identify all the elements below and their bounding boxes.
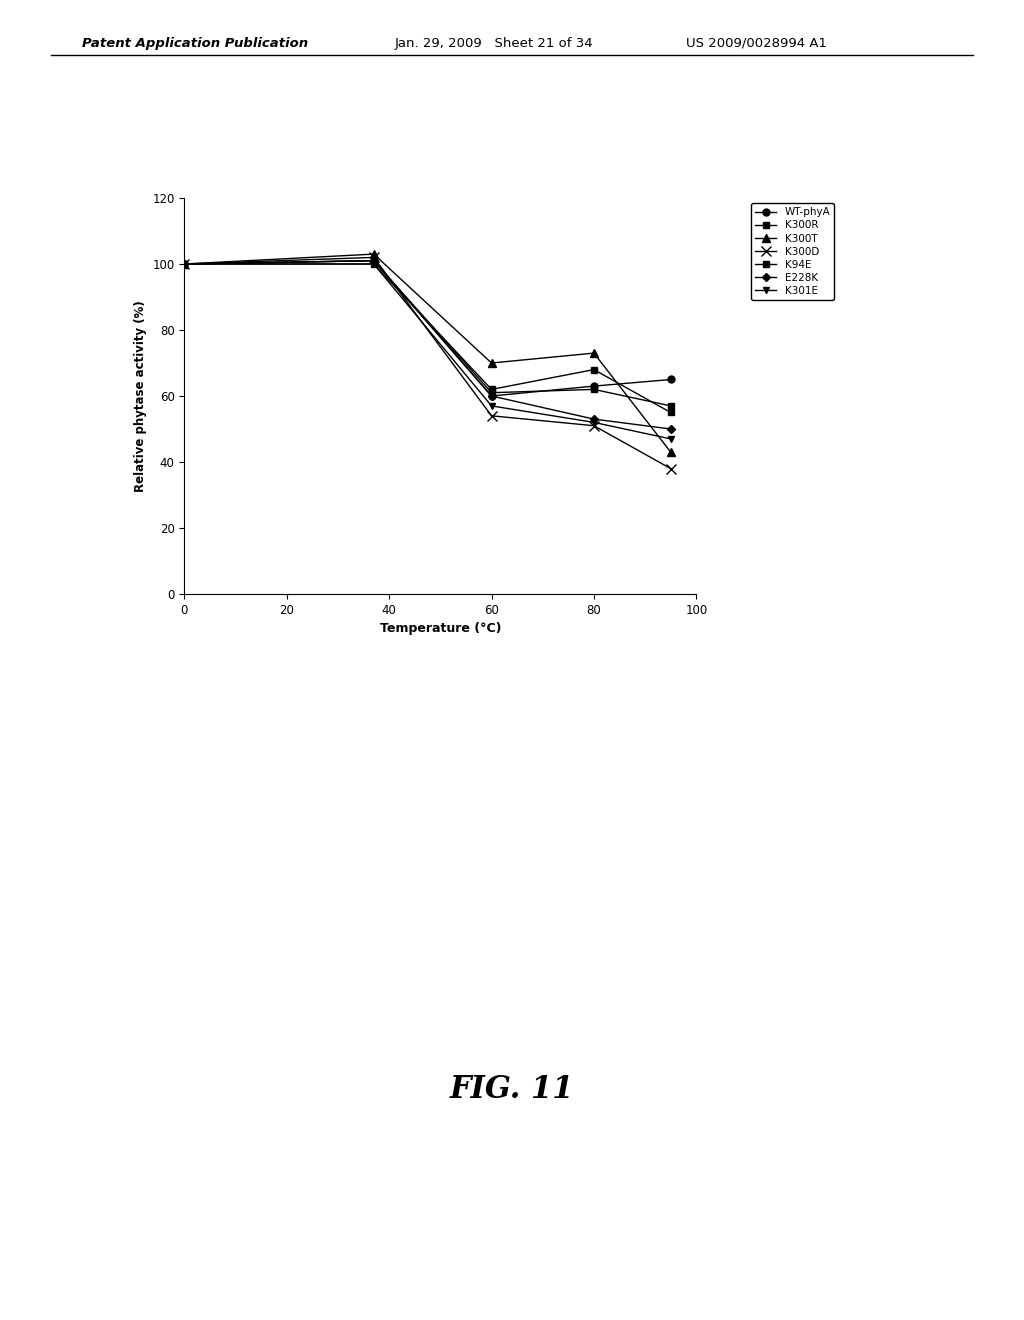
Line: K300T: K300T [180,249,675,457]
Text: US 2009/0028994 A1: US 2009/0028994 A1 [686,37,827,50]
K301E [178,256,190,272]
Text: FIG. 11: FIG. 11 [450,1073,574,1105]
K300T [665,444,677,459]
K300R [485,384,498,400]
E228K [368,252,380,268]
E228K [588,411,600,426]
K300T [368,246,380,261]
K94E [368,256,380,272]
K301E [485,397,498,413]
WT-phyA [368,252,380,268]
Text: Patent Application Publication: Patent Application Publication [82,37,308,50]
E228K [178,256,190,272]
K300T [485,355,498,371]
K300R [588,381,600,397]
X-axis label: Temperature (°C): Temperature (°C) [380,622,501,635]
WT-phyA [178,256,190,272]
K300T [178,256,190,272]
WT-phyA [588,378,600,393]
K94E [588,362,600,378]
K300D [665,461,677,477]
K300D [368,249,380,265]
K94E [665,404,677,420]
K300D [588,417,600,433]
Text: Jan. 29, 2009   Sheet 21 of 34: Jan. 29, 2009 Sheet 21 of 34 [394,37,593,50]
Y-axis label: Relative phytase activity (%): Relative phytase activity (%) [134,300,146,492]
Line: K301E: K301E [181,260,674,442]
K300R [665,397,677,413]
K94E [485,381,498,397]
K301E [368,256,380,272]
E228K [665,421,677,437]
K300D [485,408,498,424]
Line: WT-phyA: WT-phyA [181,257,674,400]
Line: K300R: K300R [181,257,674,409]
Legend: WT-phyA, K300R, K300T, K300D, K94E, E228K, K301E: WT-phyA, K300R, K300T, K300D, K94E, E228… [752,203,835,300]
K300R [368,252,380,268]
K300T [588,345,600,360]
Line: E228K: E228K [181,257,674,432]
Line: K300D: K300D [179,252,676,474]
E228K [485,388,498,404]
WT-phyA [665,371,677,387]
K94E [178,256,190,272]
K301E [665,430,677,446]
WT-phyA [485,388,498,404]
K300R [178,256,190,272]
K301E [588,414,600,430]
Line: K94E: K94E [181,261,674,416]
K300D [178,256,190,272]
